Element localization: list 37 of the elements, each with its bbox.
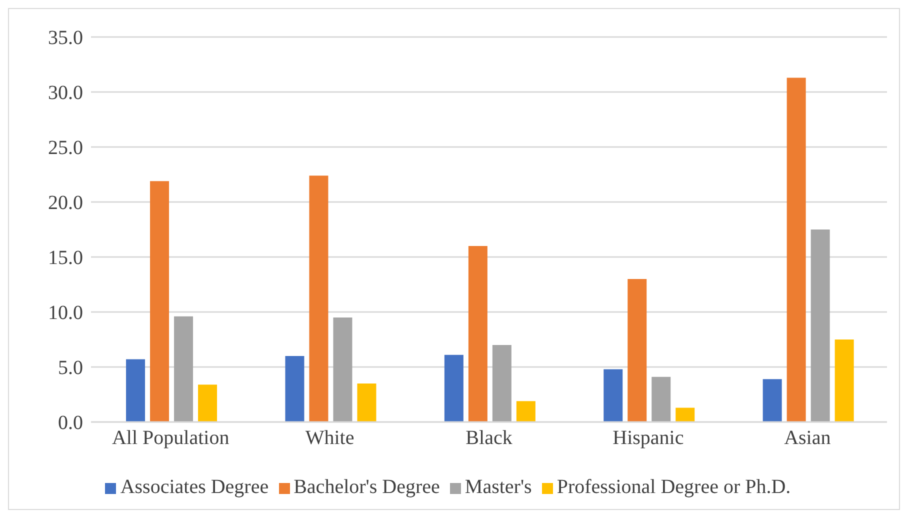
y-tick-label: 30.0 <box>48 82 83 104</box>
y-tick-label: 20.0 <box>48 192 83 214</box>
y-tick-label: 25.0 <box>48 137 83 160</box>
bar <box>834 340 854 422</box>
bar <box>786 78 806 422</box>
bar <box>628 279 647 422</box>
y-tick-label: 5.0 <box>58 357 83 380</box>
y-tick-label: 10.0 <box>48 302 83 324</box>
x-tick-label: White <box>305 427 354 450</box>
y-tick-label: 0.0 <box>58 412 83 434</box>
bar <box>150 181 170 422</box>
bar <box>762 379 782 422</box>
bar <box>810 230 830 422</box>
bar <box>126 359 146 422</box>
bar <box>357 384 376 422</box>
x-tick-label: Black <box>466 427 512 450</box>
x-tick-label: All Population <box>112 427 230 450</box>
legend-label: Professional Degree or Ph.D. <box>556 476 791 498</box>
legend-label: Master's <box>464 476 532 498</box>
legend-label: Bachelor's Degree <box>294 476 440 498</box>
bar <box>174 316 194 422</box>
bar <box>652 376 671 422</box>
bar <box>444 354 464 422</box>
y-tick-label: 35.0 <box>48 27 83 50</box>
bar <box>198 384 218 422</box>
bar <box>333 318 352 422</box>
bar <box>468 246 488 422</box>
bar <box>604 369 623 422</box>
bar <box>492 345 512 422</box>
legend-label: Associates Degree <box>120 476 269 498</box>
bar <box>285 356 304 422</box>
x-tick-label: Asian <box>784 427 831 450</box>
x-tick-label: Hispanic <box>612 427 684 450</box>
bar <box>676 408 695 422</box>
bar <box>309 176 328 422</box>
y-tick-label: 15.0 <box>48 247 83 270</box>
bar <box>516 401 536 422</box>
